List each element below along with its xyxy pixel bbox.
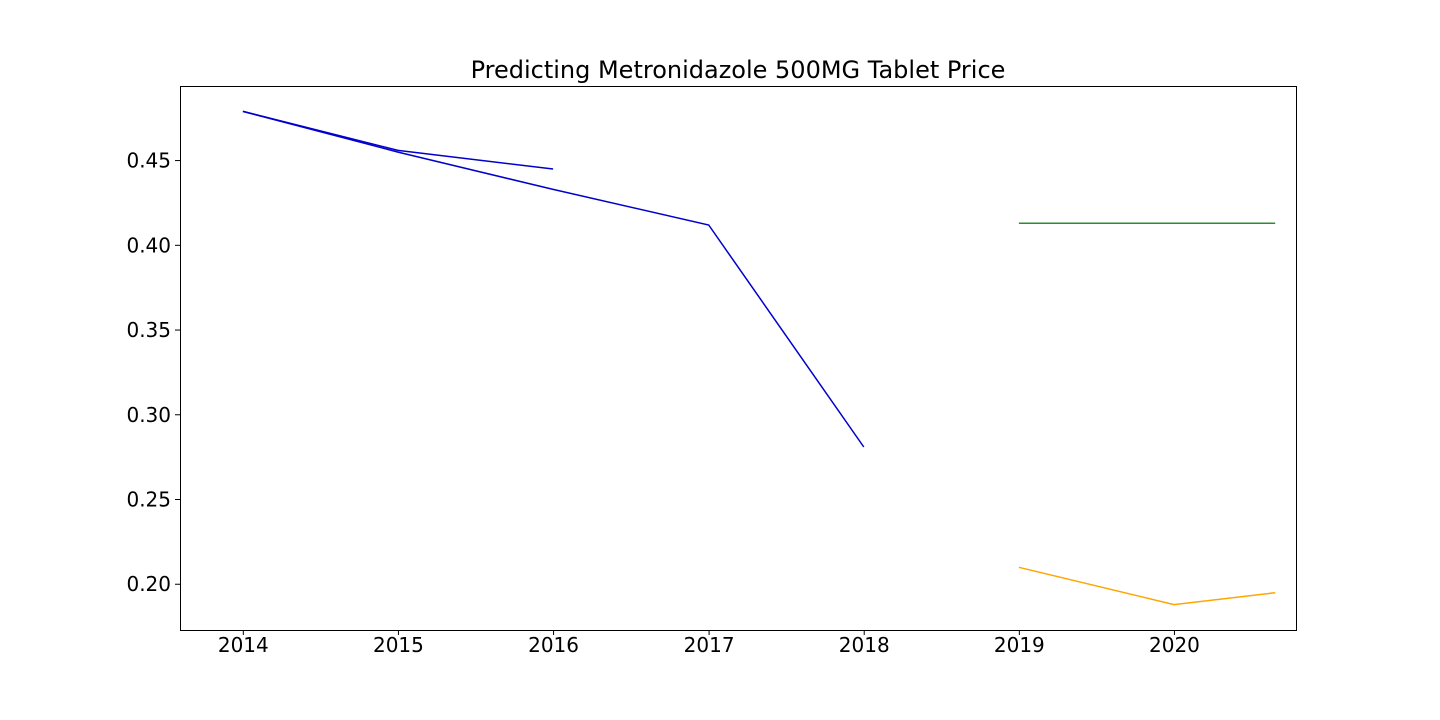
series-line-2 [242,110,554,170]
y-tick-label: 0.40 [126,233,171,257]
y-tick-label: 0.30 [126,403,171,427]
y-tick-label: 0.20 [126,572,171,596]
y-tick-label: 0.25 [126,488,171,512]
x-tick-label: 2016 [528,633,579,657]
x-tick-label: 2015 [373,633,424,657]
series-line-1 [242,110,865,448]
x-tick-label: 2020 [1149,633,1200,657]
x-axis: 2014 2015 2016 2017 2018 2019 2020 [218,630,1200,657]
x-tick-label: 2017 [684,633,735,657]
x-tick-label: 2019 [994,633,1045,657]
y-tick-label: 0.35 [126,318,171,342]
series-line-4 [1018,566,1276,606]
y-tick-label: 0.45 [126,149,171,173]
x-tick-label: 2014 [218,633,269,657]
y-axis: 0.20 0.25 0.30 0.35 0.40 0.45 [126,149,180,596]
chart-title: Predicting Metronidazole 500MG Tablet Pr… [470,56,1006,84]
x-tick-label: 2018 [839,633,890,657]
series-layer [242,110,1276,606]
plot-area-frame [180,86,1297,631]
